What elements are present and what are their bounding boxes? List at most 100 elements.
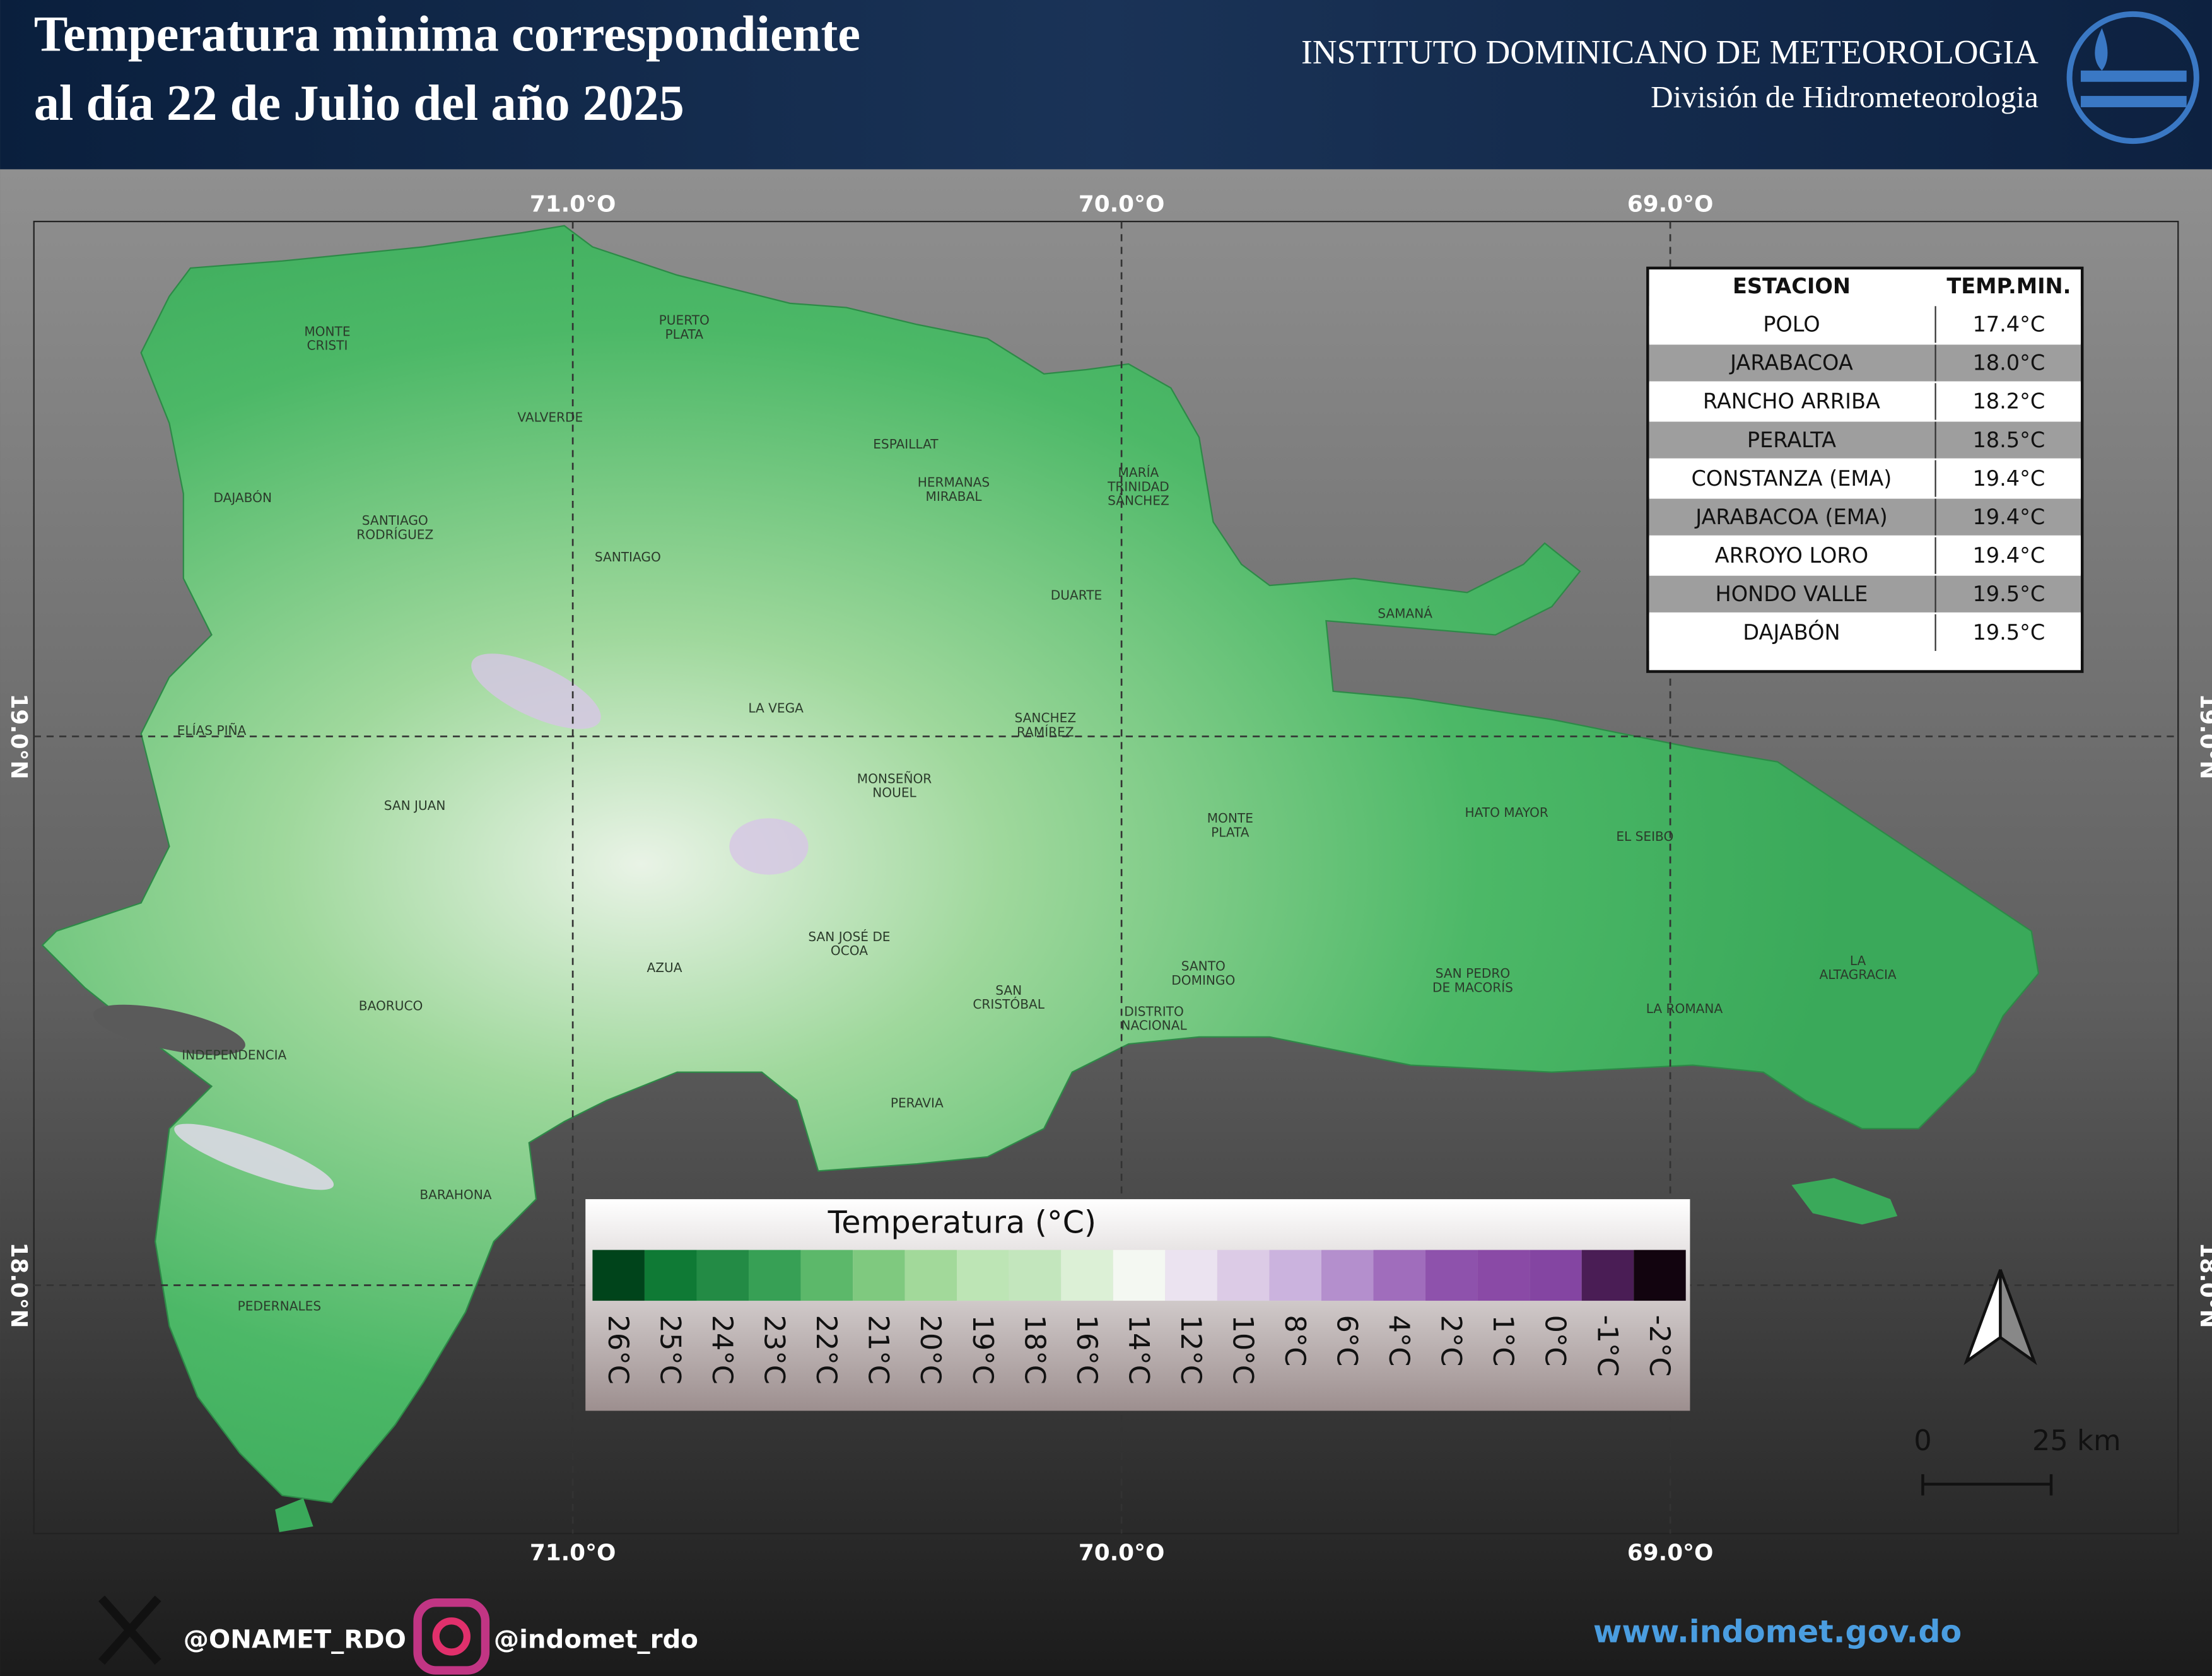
legend-label: 22°C bbox=[810, 1315, 843, 1385]
province-label: SANCHEZ bbox=[1015, 710, 1077, 725]
legend-label: -2°C bbox=[1643, 1315, 1677, 1376]
province-label: SAMANÁ bbox=[1378, 606, 1432, 621]
website[interactable]: www.indomet.gov.do bbox=[1593, 1613, 1962, 1650]
province-label: INDEPENDENCIA bbox=[182, 1048, 286, 1063]
province-label: CRISTI bbox=[307, 338, 348, 353]
legend-swatch bbox=[1373, 1250, 1426, 1301]
province-label: VALVERDE bbox=[517, 410, 583, 425]
legend-label: 8°C bbox=[1279, 1315, 1312, 1366]
x-handle[interactable]: @ONAMET_RDO bbox=[184, 1625, 406, 1654]
scale-label: 25 km bbox=[2032, 1424, 2121, 1457]
legend-swatch bbox=[1530, 1250, 1582, 1301]
province-label: MONTE bbox=[304, 324, 350, 339]
table-cell: JARABACOA bbox=[1729, 351, 1853, 375]
legend-label: -1°C bbox=[1591, 1315, 1624, 1376]
legend-swatch bbox=[1269, 1250, 1321, 1301]
province-label: NACIONAL bbox=[1121, 1018, 1187, 1033]
table-cell: 19.5°C bbox=[1972, 620, 2045, 645]
table-cell: CONSTANZA (EMA) bbox=[1692, 466, 1892, 491]
province-label: CRISTÓBAL bbox=[973, 997, 1045, 1012]
table-row bbox=[1649, 498, 2081, 536]
province-label: ALTAGRACIA bbox=[1819, 967, 1896, 982]
table-cell: 18.2°C bbox=[1972, 389, 2045, 414]
table-row bbox=[1649, 537, 2081, 574]
province-label: SANTIAGO bbox=[595, 549, 661, 565]
map: MONTECRISTIPUERTOPLATAVALVERDEDAJABÓNSAN… bbox=[41, 225, 2040, 1532]
province-label: SAN PEDRO bbox=[1436, 966, 1510, 981]
legend-label: 25°C bbox=[654, 1315, 688, 1385]
institute: INSTITUTO DOMINICANO DE METEOROLOGIA bbox=[1301, 33, 2039, 71]
table-row bbox=[1649, 575, 2081, 612]
cold-zone bbox=[174, 1123, 334, 1190]
legend-title: Temperatura (°C) bbox=[828, 1204, 1097, 1241]
instagram-icon bbox=[413, 1598, 490, 1675]
table-cell: HONDO VALLE bbox=[1716, 582, 1868, 606]
province-label: LA VEGA bbox=[748, 700, 804, 715]
north-arrow bbox=[1963, 1269, 2037, 1366]
table-cell: JARABACOA (EMA) bbox=[1694, 505, 1887, 529]
legend-label: 4°C bbox=[1383, 1315, 1416, 1366]
logo bbox=[2066, 11, 2199, 144]
table-row bbox=[1649, 421, 2081, 459]
legend-swatch bbox=[1477, 1250, 1530, 1301]
table-header: TEMP.MIN. bbox=[1946, 274, 2071, 298]
table-header: ESTACION bbox=[1733, 274, 1851, 298]
legend: Temperatura (°C) 26°C 25°C 24°C 23°C 22°C 21°… bbox=[585, 1199, 1690, 1411]
legend-label: 12°C bbox=[1174, 1315, 1208, 1385]
legend-swatch bbox=[1425, 1250, 1478, 1301]
province-label: PLATA bbox=[665, 327, 704, 342]
province-label: PERAVIA bbox=[891, 1096, 944, 1111]
latitude-label: 18.0°N bbox=[6, 1242, 32, 1328]
legend-label: 19°C bbox=[966, 1315, 1000, 1385]
province-label: SANTO bbox=[1181, 959, 1226, 974]
longitude-label: 69.0°O bbox=[1627, 191, 1714, 217]
table-cell: 18.0°C bbox=[1972, 351, 2045, 375]
table-row bbox=[1649, 344, 2081, 382]
scale-label: 0 bbox=[1914, 1424, 1931, 1457]
table-row bbox=[1649, 383, 2081, 420]
legend-label: 26°C bbox=[602, 1315, 635, 1385]
table-row bbox=[1649, 614, 2081, 651]
longitude-label: 71.0°O bbox=[530, 1540, 616, 1566]
division: División de Hidrometeorologia bbox=[1651, 79, 2039, 114]
legend-swatch bbox=[1634, 1250, 1686, 1301]
longitude-label: 69.0°O bbox=[1627, 1540, 1714, 1566]
legend-swatch bbox=[592, 1250, 645, 1301]
latitude-label: 19.0°N bbox=[2195, 693, 2212, 779]
legend-label: 18°C bbox=[1018, 1315, 1051, 1385]
province-label: SAN bbox=[995, 983, 1022, 998]
header-band bbox=[0, 0, 2212, 170]
longitude-label: 71.0°O bbox=[530, 191, 616, 217]
logo-ring bbox=[2066, 11, 2199, 144]
province-label: DAJABÓN bbox=[213, 490, 272, 505]
x-icon bbox=[98, 1595, 161, 1665]
legend-swatch bbox=[957, 1250, 1009, 1301]
logo-bar bbox=[2080, 96, 2187, 107]
longitude-label: 70.0°O bbox=[1079, 191, 1165, 217]
legend-label: 14°C bbox=[1122, 1315, 1156, 1385]
beata-island bbox=[275, 1498, 313, 1532]
table-cell: 19.4°C bbox=[1972, 505, 2045, 529]
province-label: LA bbox=[1850, 953, 1866, 968]
logo-drop bbox=[2095, 28, 2108, 71]
province-label: SÁNCHEZ bbox=[1108, 493, 1169, 508]
province-label: NOUEL bbox=[872, 785, 916, 800]
province-label: HATO MAYOR bbox=[1465, 805, 1548, 820]
title-line: al día 22 de Julio del año 2025 bbox=[34, 75, 684, 131]
latitude-label: 18.0°N bbox=[2195, 1242, 2212, 1328]
province-label: DISTRITO bbox=[1124, 1004, 1183, 1019]
legend-swatch bbox=[749, 1250, 801, 1301]
legend-label: 20°C bbox=[914, 1315, 947, 1385]
legend-swatch bbox=[1009, 1250, 1062, 1301]
table-cell: POLO bbox=[1763, 312, 1820, 337]
province-label: BARAHONA bbox=[419, 1187, 491, 1202]
title-line: Temperatura minima correspondiente bbox=[34, 6, 860, 62]
legend-swatch bbox=[800, 1250, 853, 1301]
instagram-handle[interactable]: @indomet_rdo bbox=[494, 1625, 698, 1654]
scale-bar bbox=[1921, 1474, 2053, 1496]
legend-label: 10°C bbox=[1226, 1315, 1260, 1385]
province-label: MONTE bbox=[1207, 811, 1253, 826]
legend-label: 6°C bbox=[1331, 1315, 1364, 1366]
legend-swatch bbox=[1217, 1250, 1270, 1301]
latitude-label: 19.0°N bbox=[6, 693, 32, 779]
